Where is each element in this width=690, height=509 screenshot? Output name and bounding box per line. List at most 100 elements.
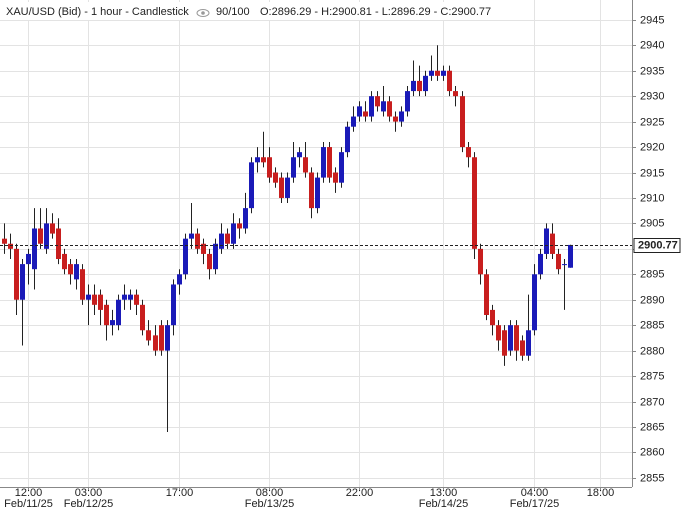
candle-body <box>345 126 350 153</box>
eye-icon[interactable] <box>196 9 210 17</box>
candles <box>0 45 632 433</box>
candle-body <box>56 228 61 260</box>
candle-body <box>86 294 91 300</box>
candle-body <box>195 233 200 249</box>
grid <box>0 0 632 487</box>
y-tick-label: 2875 <box>640 370 664 382</box>
candle-body <box>381 101 386 112</box>
candle-body <box>502 330 507 356</box>
candle-body <box>225 233 230 244</box>
candle-body <box>8 243 13 249</box>
candle-body <box>146 330 151 341</box>
x-date-label: Feb/13/25 <box>245 498 295 509</box>
candle-body <box>92 294 97 305</box>
candle-body <box>219 233 224 249</box>
axes: 2855 2860 2865 2870 2875 2880 2885 2890 2895 2900… <box>4 14 681 509</box>
candle-body <box>38 228 43 244</box>
x-date-label: Feb/14/25 <box>419 498 469 509</box>
candle-body <box>417 80 422 92</box>
y-tick-label: 2930 <box>640 90 664 102</box>
candle-body <box>303 157 308 173</box>
x-tick-label: 08:00 <box>256 487 284 499</box>
candle-body <box>74 264 79 280</box>
candle-body <box>315 177 320 209</box>
candle-body <box>556 253 561 270</box>
candle-body <box>140 304 145 331</box>
candle-body <box>62 253 67 270</box>
candle-body <box>273 172 278 183</box>
candle-body <box>550 233 555 254</box>
y-tick-label: 2880 <box>640 345 664 357</box>
candle-body <box>68 264 73 275</box>
candle-body <box>159 325 164 351</box>
candle-body <box>183 238 188 275</box>
candle-body <box>291 157 296 178</box>
candle-body <box>520 340 525 356</box>
candle-body <box>411 80 416 92</box>
candle-body <box>128 294 133 300</box>
y-tick-label: 2940 <box>640 39 664 51</box>
candle-body <box>153 335 158 351</box>
candle-body <box>399 111 404 122</box>
candle-body <box>267 157 272 178</box>
candle-body <box>351 116 356 127</box>
candle-body <box>207 253 212 270</box>
candle-body <box>447 70 452 92</box>
candle-body <box>20 264 25 300</box>
candle-body <box>478 248 483 275</box>
candle-body <box>526 330 531 356</box>
candle-body <box>237 223 242 229</box>
candle-body <box>484 274 489 315</box>
header-bg <box>0 2 512 20</box>
y-tick-label: 2945 <box>640 14 664 26</box>
candle-body <box>496 325 501 341</box>
y-tick-label: 2935 <box>640 65 664 77</box>
candle-body <box>466 147 471 158</box>
candle-body <box>122 294 127 300</box>
x-tick-label: 03:00 <box>75 487 103 499</box>
x-tick-label: 13:00 <box>430 487 458 499</box>
candle-body <box>544 228 549 254</box>
y-tick-label: 2860 <box>640 446 664 458</box>
y-tick-label: 2890 <box>640 294 664 306</box>
candle-body <box>243 208 248 229</box>
candle-body <box>134 294 139 305</box>
y-tick-label: 2920 <box>640 141 664 153</box>
candle-body <box>538 253 543 275</box>
y-tick-label: 2855 <box>640 472 664 484</box>
x-tick-label: 22:00 <box>346 487 374 499</box>
ohlc-label: O:2896.29 - H:2900.81 - L:2896.29 - C:29… <box>260 6 491 18</box>
candle-body <box>393 116 398 122</box>
last-price-label: 2900.77 <box>638 239 678 251</box>
candle-body <box>309 172 314 209</box>
candle-body <box>98 294 103 310</box>
candle-body <box>435 70 440 76</box>
candle-body <box>80 269 85 300</box>
y-tick-label: 2870 <box>640 396 664 408</box>
candle-body <box>405 91 410 112</box>
candle-body <box>490 309 495 326</box>
x-tick-label: 04:00 <box>521 487 549 499</box>
candle-body <box>387 101 392 117</box>
chart-title: XAU/USD (Bid) - 1 hour - Candlestick <box>6 6 189 18</box>
candle-body <box>472 157 477 249</box>
candle-body <box>297 152 302 158</box>
candle-body <box>14 248 19 300</box>
last-price-box <box>633 238 681 253</box>
x-date-label: Feb/12/25 <box>64 498 114 509</box>
candle-body <box>423 75 428 92</box>
candle-body <box>189 233 194 239</box>
x-date-label: Feb/11/25 <box>4 498 53 509</box>
y-tick-label: 2865 <box>640 421 664 433</box>
candle-body <box>532 274 537 331</box>
candle-body <box>375 96 380 107</box>
candle-body <box>171 284 176 326</box>
y-tick-label: 2910 <box>640 192 664 204</box>
x-date-label: Feb/17/25 <box>510 498 560 509</box>
candle-body <box>213 243 218 270</box>
candle-body <box>255 157 260 163</box>
candle-body <box>50 223 55 234</box>
candle-body <box>562 264 567 266</box>
candle-body <box>568 244 573 268</box>
